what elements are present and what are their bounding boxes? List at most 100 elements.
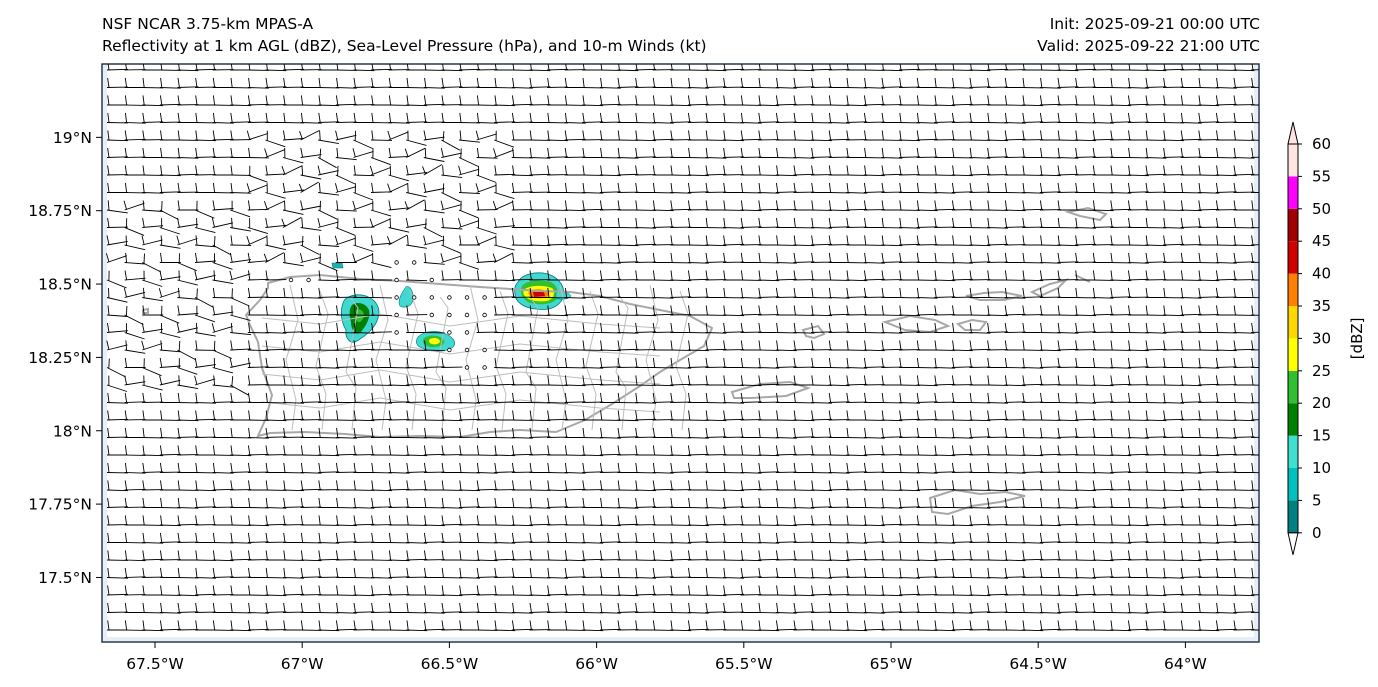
municipal-boundary — [261, 341, 661, 357]
wind-barb — [1110, 585, 1132, 596]
wind-barb — [247, 427, 269, 439]
wind-barb — [283, 620, 304, 631]
wind-barb — [740, 515, 762, 526]
wind-barb — [1004, 602, 1026, 613]
wind-barb — [986, 427, 1009, 438]
wind-barb — [142, 200, 164, 212]
wind-barb — [371, 620, 392, 631]
wind-barb — [951, 392, 973, 403]
wind-barb — [617, 112, 639, 123]
wind-barb — [423, 497, 445, 509]
wind-barb — [1162, 427, 1185, 438]
wind-barb — [652, 585, 674, 596]
wind-barb — [212, 235, 232, 256]
wind-barb — [159, 147, 181, 159]
wind-barb — [1057, 147, 1079, 159]
wind-barb — [670, 462, 692, 473]
wind-barb — [406, 357, 428, 369]
wind-barb — [1092, 130, 1114, 141]
wind-barb — [1180, 287, 1202, 299]
wind-barb — [1215, 217, 1237, 228]
wind-barb — [300, 550, 322, 562]
wind-barb — [1198, 445, 1220, 457]
wind-barb — [107, 182, 128, 193]
wind-barb — [212, 410, 234, 421]
wind-barb — [494, 532, 516, 544]
wind-barb — [846, 410, 868, 421]
wind-barb — [230, 340, 252, 351]
wind-barb — [828, 252, 850, 263]
wind-barb — [1074, 427, 1097, 438]
wind-barb — [1251, 95, 1259, 106]
wind-barb — [617, 305, 639, 316]
wind-barb — [1180, 77, 1202, 88]
wind-barb — [387, 183, 408, 193]
wind-barb — [951, 64, 973, 71]
wind-barb — [476, 602, 498, 613]
wind-barb — [476, 218, 497, 235]
wind-barb — [969, 217, 991, 229]
wind-barb — [546, 217, 569, 229]
wind-barb — [634, 550, 657, 561]
wind-barb — [1074, 305, 1097, 317]
wind-barb — [335, 322, 357, 334]
wind-barb — [916, 64, 938, 71]
wind-barb — [898, 515, 921, 526]
wind-barb — [1004, 340, 1026, 351]
wind-barb — [423, 252, 445, 265]
wind-barb — [142, 305, 164, 316]
wind-barb — [1039, 585, 1061, 596]
wind-barb — [1092, 252, 1114, 263]
wind-barb — [652, 340, 674, 351]
wind-barb — [1022, 427, 1044, 439]
wind-barb — [934, 497, 956, 508]
wind-barb — [458, 602, 481, 613]
wind-barb — [318, 270, 340, 282]
wind-barb — [1092, 64, 1114, 71]
wind-barb — [1039, 532, 1061, 543]
wind-barb — [458, 182, 481, 195]
wind-barb — [388, 567, 410, 578]
wind-barb — [142, 95, 164, 107]
wind-barb — [1110, 270, 1132, 282]
wind-barb — [881, 130, 903, 141]
wind-barb — [492, 200, 514, 211]
wind-barb — [1092, 287, 1114, 299]
wind-barb — [635, 620, 656, 631]
wind-barb — [159, 64, 181, 71]
wind-barb — [793, 64, 815, 72]
wind-barb — [758, 585, 780, 596]
wind-barb — [1110, 147, 1132, 158]
calm-wind-circle — [464, 295, 470, 300]
wind-barb — [529, 392, 551, 404]
wind-barb — [1145, 567, 1167, 579]
wind-barb — [194, 288, 214, 308]
wind-barb — [916, 322, 938, 333]
wind-barb — [617, 182, 639, 193]
wind-barb — [194, 217, 216, 234]
wind-barb — [124, 77, 146, 88]
wind-barb — [370, 287, 393, 299]
wind-barb — [1110, 410, 1132, 421]
wind-barb — [634, 130, 657, 142]
wind-barb — [652, 147, 674, 158]
wind-barb — [811, 357, 832, 368]
wind-barb — [652, 64, 674, 71]
wind-barb — [1057, 130, 1079, 141]
wind-barb — [634, 462, 657, 474]
wind-barb — [494, 427, 516, 439]
wind-barb — [212, 620, 234, 631]
wind-barb — [599, 427, 621, 439]
wind-barb — [318, 550, 340, 561]
wind-barb — [406, 182, 427, 198]
wind-barb — [986, 585, 1009, 596]
wind-barb — [247, 620, 269, 631]
wind-barb — [246, 130, 268, 141]
wind-barb — [828, 340, 850, 351]
wind-barb — [1057, 64, 1079, 72]
wind-barb — [670, 585, 692, 596]
wind-barb — [758, 322, 780, 333]
wind-barb — [1250, 392, 1259, 404]
lat-tick-label: 17.5°N — [38, 569, 92, 587]
wind-barb — [406, 112, 428, 123]
